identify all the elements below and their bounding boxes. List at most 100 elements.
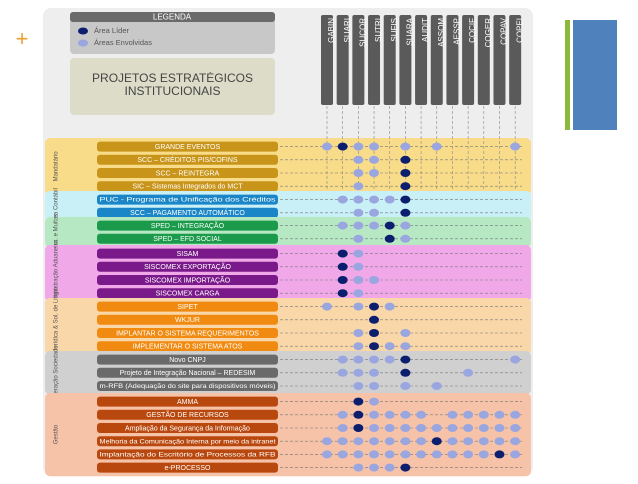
legend-item: Área Líder [94,26,130,35]
row-bar [97,207,278,218]
row-bar [97,275,278,285]
row-label: SCC – PAGAMENTO AUTOMÁTICO [130,208,245,217]
legend-title: LEGENDA [153,13,192,22]
cell-dot [384,410,395,419]
cell-dot [431,424,442,432]
row-label: SCC – REINTEGRA [156,170,220,177]
cell-dot [400,195,411,204]
legend-header [70,12,275,22]
heading: PROJETOS ESTRATÉGICOS INSTITUCIONAIS [92,72,253,98]
cell-dot [353,276,364,284]
cell-dot [369,342,380,351]
row-bar [97,141,278,152]
cell-dot [353,169,364,177]
legend-item: Áreas Envolvidas [94,38,152,47]
row-bar [97,409,278,420]
column-header [352,15,365,105]
cell-dot [369,276,380,284]
row-bar [97,423,278,433]
cell-dot [400,342,411,351]
row-bar [97,381,278,391]
cell-dot [337,289,348,298]
cell-dot [337,437,348,446]
column-label: COPAV [500,17,509,44]
cell-dot [510,142,521,151]
cell-dot [369,195,380,204]
cell-dot [416,424,427,432]
row-label: IMPLANTAR O SISTEMA REQUERIMENTOS [116,330,259,337]
cell-dot [478,424,489,432]
row-bar [97,194,278,205]
cell-dot [416,450,427,459]
row-label: AMMA [177,399,198,406]
cell-dot [400,355,411,364]
row-label: SIPET [177,304,198,311]
cell-dot [353,302,364,311]
cell-dot [431,382,442,390]
cell-dot [369,169,380,177]
cell-dot [369,315,380,324]
cell-dot [322,142,332,151]
group-label: Gestão [54,424,60,444]
column-header [399,15,412,105]
cell-dot [353,342,364,351]
cell-dot [447,437,458,446]
cell-dot [353,234,364,243]
column-header [321,15,333,105]
cell-dot [384,355,395,364]
row-bar [97,367,278,378]
cell-dot [369,397,380,406]
group-label: Seg. Jurídica & Sol. de Litígio [54,286,60,365]
cell-dot [384,463,395,472]
cell-dot [337,276,348,284]
cell-dot [353,262,364,271]
cell-dot [369,221,380,230]
cell-dot [463,410,474,419]
row-bar [97,261,278,272]
row-bar [97,449,278,460]
group-label: Interação Sociedade [54,345,60,401]
cell-dot [384,302,395,311]
cell-dot [369,155,380,164]
row-bar [97,168,278,178]
cell-dot [400,182,411,191]
cell-dot [322,450,332,459]
row-bar [97,288,278,299]
row-label: Projeto de Integração Nacional – REDESIM [120,370,256,377]
row-bar [97,354,278,365]
cell-dot [353,208,364,217]
row-label: SPED – EFD SOCIAL [153,236,222,243]
column-label: COPEI [515,18,524,43]
row-bar [97,328,278,338]
cell-dot [400,424,411,432]
cell-dot [510,437,521,446]
cell-dot [337,450,348,459]
cell-dot [369,355,380,364]
column-label: AUDIT [421,18,430,42]
cell-dot [337,262,348,271]
group-label: Administração Aduaneira [54,239,60,306]
cell-dot [337,249,348,258]
column-label: ASSOM [437,18,446,47]
cell-dot [400,463,411,472]
column-label: SUARI [343,18,352,42]
cell-dot [400,450,411,459]
cell-dot [353,195,364,204]
row-label: SISCOMEX EXPORTAÇÃO [144,262,231,271]
column-label: SUCOR [358,18,367,47]
cell-dot [400,221,411,230]
column-label: GABIN [327,18,336,43]
cell-dot [510,355,521,364]
cell-dot [369,368,380,377]
cell-dot [431,437,442,446]
cell-dot [322,302,332,311]
cell-dot [353,329,364,337]
cell-dot [463,424,474,432]
row-bar [97,154,278,165]
cell-dot [353,289,364,298]
cell-dot [447,450,458,459]
row-label: e-PROCESSO [165,465,211,472]
cell-dot [447,424,458,432]
column-label: COGER [484,18,493,48]
